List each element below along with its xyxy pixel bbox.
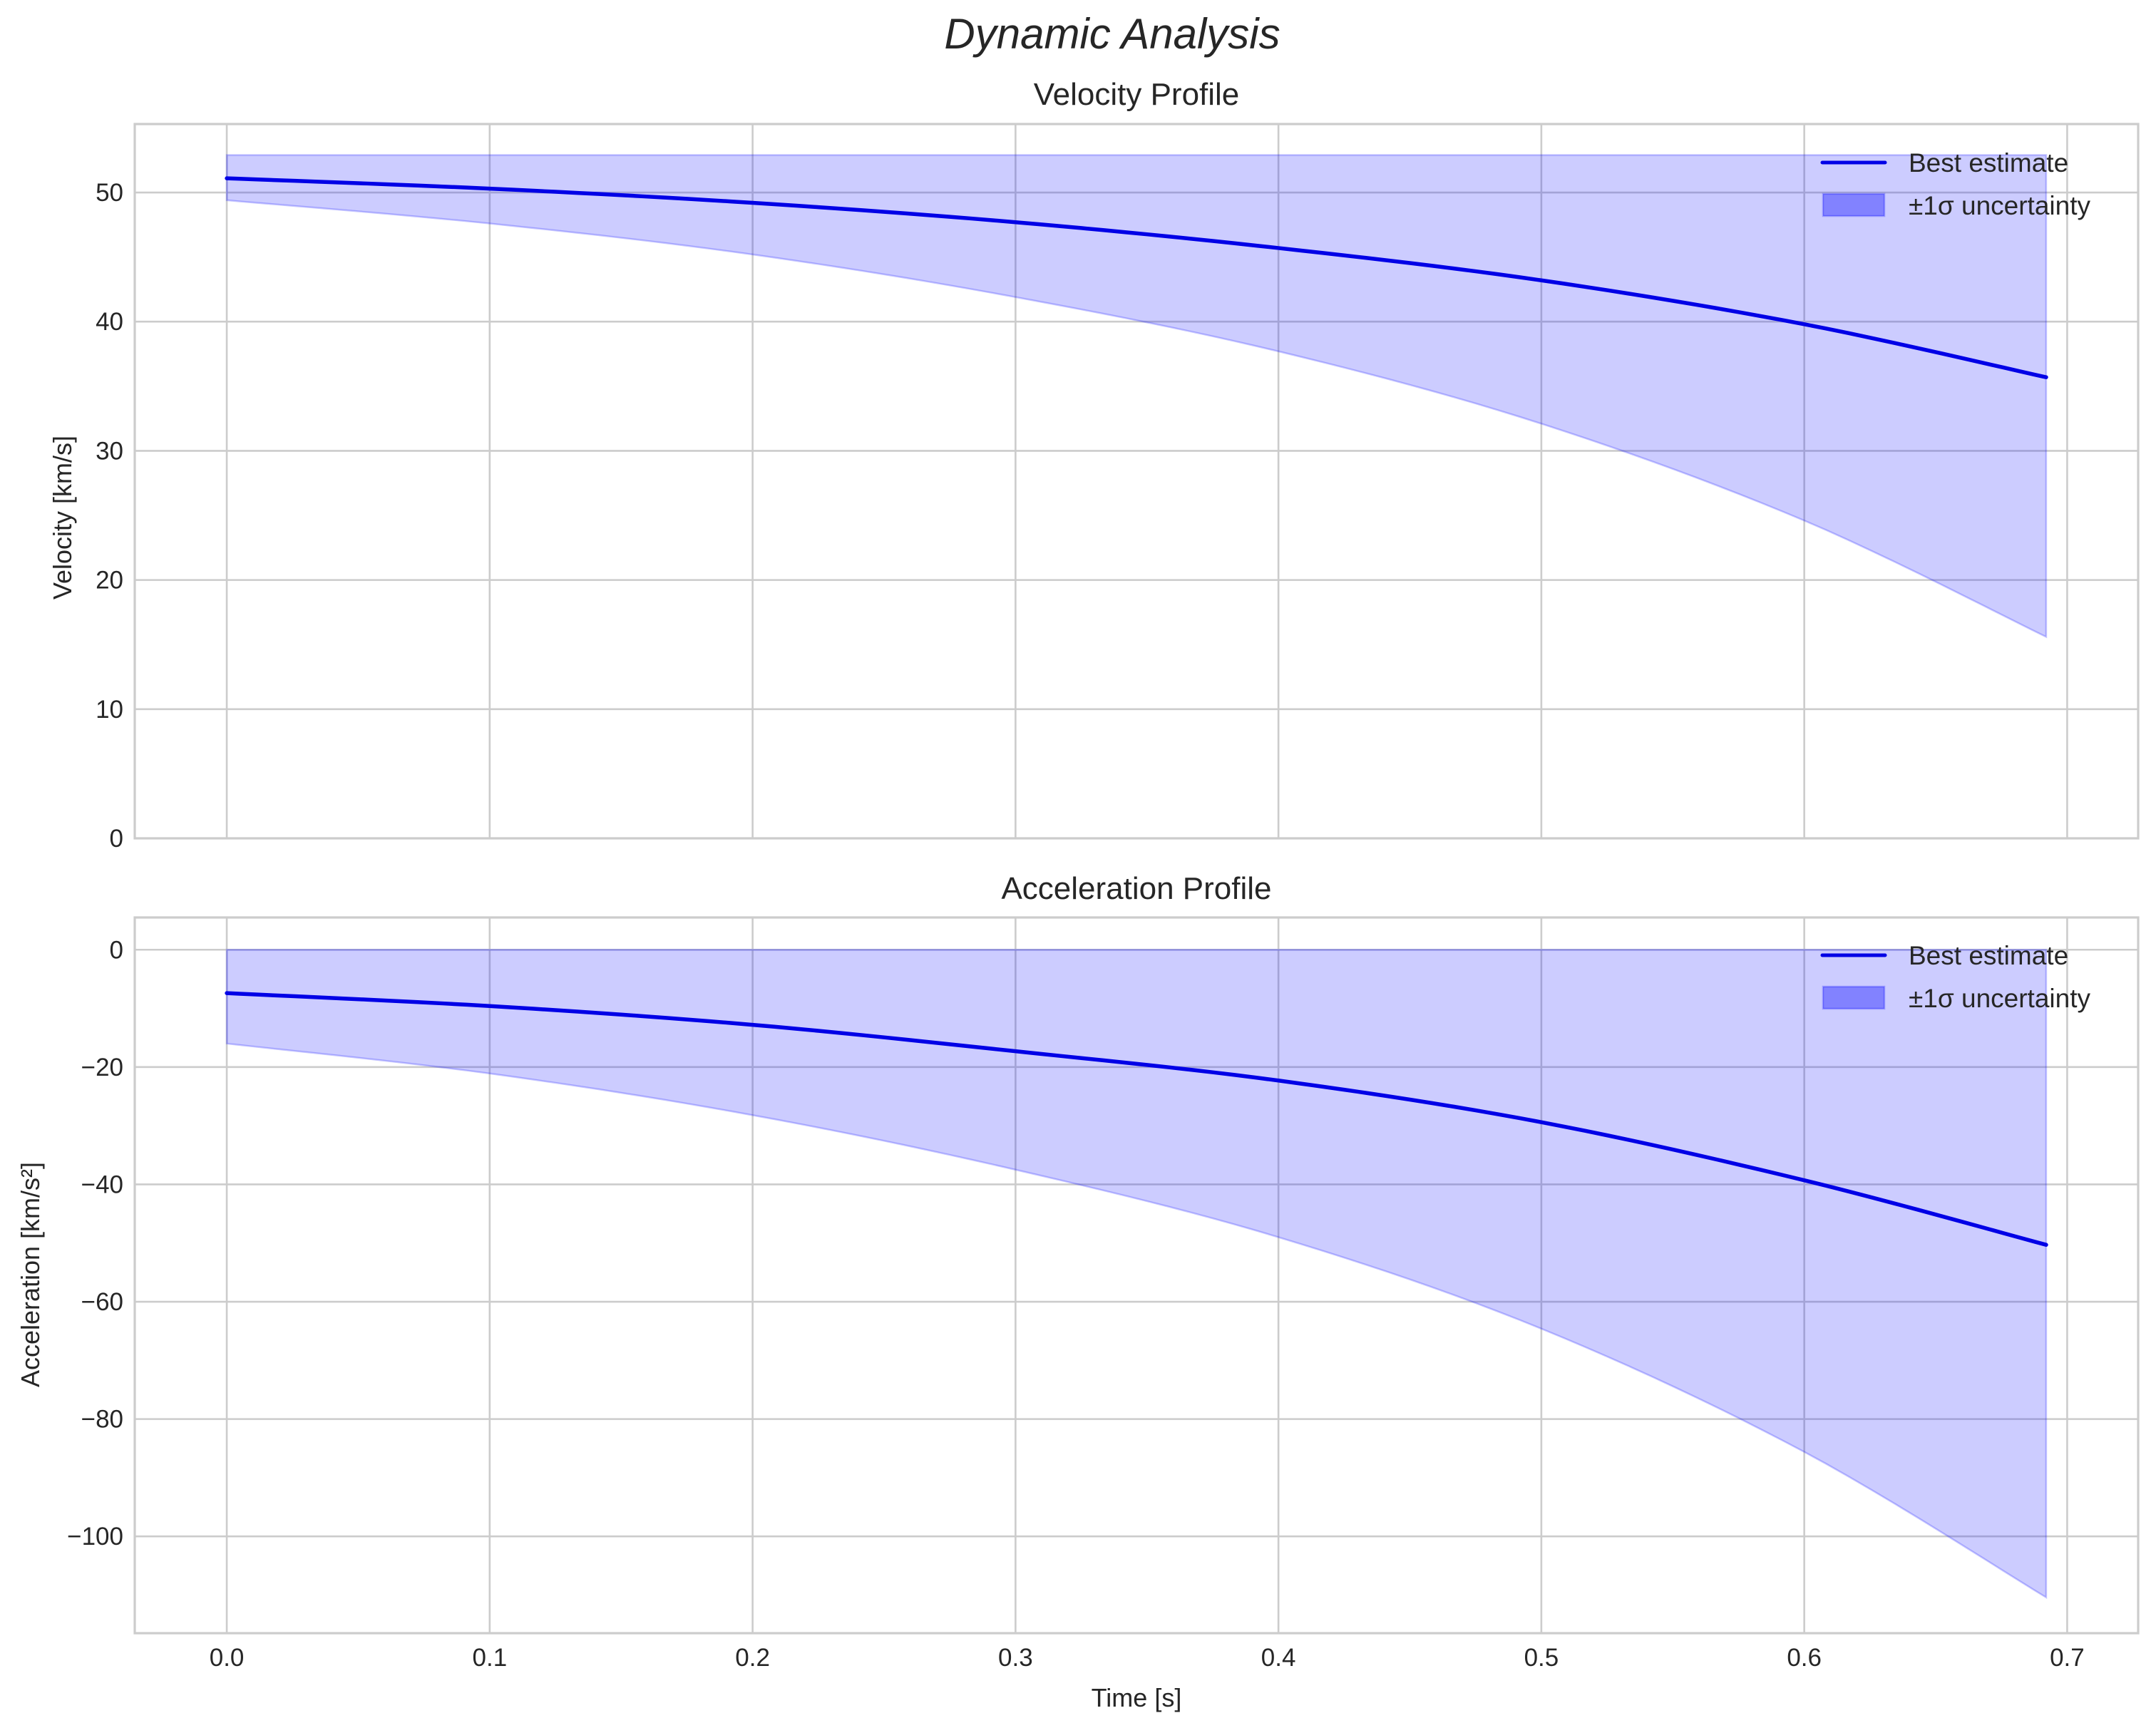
acceleration-best-estimate-line (225, 991, 2048, 1247)
acceleration-axes-frame (133, 916, 2140, 1635)
y-tick-label: −40 (81, 1171, 123, 1198)
acceleration-y-axis-label: Acceleration [km/s²] (16, 1162, 45, 1387)
x-tick-label: 0.5 (1524, 1644, 1559, 1672)
legend-label-uncertainty: ±1σ uncertainty (1909, 191, 2090, 220)
best-estimate-curve (225, 991, 2048, 1247)
y-tick-label: −60 (81, 1288, 123, 1316)
legend-band-swatch-overlay (1823, 194, 1884, 216)
y-tick-label: 0 (110, 936, 123, 964)
velocity-legend: Best estimate ±1σ uncertainty (1820, 148, 2090, 220)
legend-band-swatch-overlay (1823, 987, 1884, 1009)
y-tick-label: 30 (96, 437, 123, 465)
y-tick-label: −100 (67, 1523, 123, 1550)
legend-label-best-estimate: Best estimate (1909, 148, 2068, 178)
legend-band-swatch-icon (1822, 192, 1886, 217)
legend-band-swatch-icon (1822, 985, 1886, 1010)
velocity-panel: Velocity Profile 0 10 20 30 40 50 Velocity [k… (48, 77, 2140, 853)
acceleration-legend: Best estimate ±1σ uncertainty (1820, 941, 2090, 1013)
y-tick-label: 50 (96, 179, 123, 207)
x-tick-label: 0.4 (1261, 1644, 1296, 1672)
y-tick-label: 10 (96, 696, 123, 724)
velocity-y-tick-labels: 0 10 20 30 40 50 (96, 179, 123, 853)
x-tick-label: 0.7 (2050, 1644, 2085, 1672)
acceleration-y-tick-labels: 0 −20 −40 −60 −80 −100 (67, 936, 123, 1550)
x-tick-label: 0.0 (210, 1644, 245, 1672)
uncertainty-band-area (225, 949, 2048, 1600)
x-tick-label: 0.3 (998, 1644, 1033, 1672)
velocity-uncertainty-band (225, 154, 2048, 639)
x-tick-label: 0.2 (735, 1644, 770, 1672)
y-tick-label: 40 (96, 308, 123, 336)
uncertainty-band-area (225, 154, 2048, 639)
velocity-best-estimate-line (225, 176, 2048, 379)
x-axis-label: Time [s] (1092, 1683, 1182, 1712)
y-tick-label: −20 (81, 1054, 123, 1081)
velocity-panel-title: Velocity Profile (1034, 77, 1240, 112)
y-tick-label: 20 (96, 567, 123, 595)
axes-spines (133, 123, 2140, 840)
acceleration-uncertainty-band (225, 949, 2048, 1600)
acceleration-panel-title: Acceleration Profile (1001, 871, 1271, 906)
x-tick-label: 0.1 (473, 1644, 508, 1672)
x-tick-label: 0.6 (1787, 1644, 1822, 1672)
best-estimate-curve (225, 176, 2048, 379)
legend-label-best-estimate: Best estimate (1909, 941, 2068, 970)
acceleration-gridlines (135, 917, 2138, 1633)
figure-suptitle: Dynamic Analysis (944, 10, 1280, 58)
y-tick-label: −80 (81, 1406, 123, 1434)
legend-label-uncertainty: ±1σ uncertainty (1909, 984, 2090, 1013)
velocity-gridlines (135, 124, 2138, 840)
acceleration-x-tick-labels: 0.0 0.1 0.2 0.3 0.4 0.5 0.6 0.7 (210, 1644, 2085, 1672)
velocity-axes-frame (133, 123, 2140, 840)
velocity-y-axis-label: Velocity [km/s] (48, 436, 77, 600)
acceleration-panel: Acceleration Profile 0 −20 −40 −60 −80 −100 0… (16, 871, 2140, 1712)
y-tick-label: 0 (110, 825, 123, 853)
axes-spines (133, 916, 2140, 1635)
